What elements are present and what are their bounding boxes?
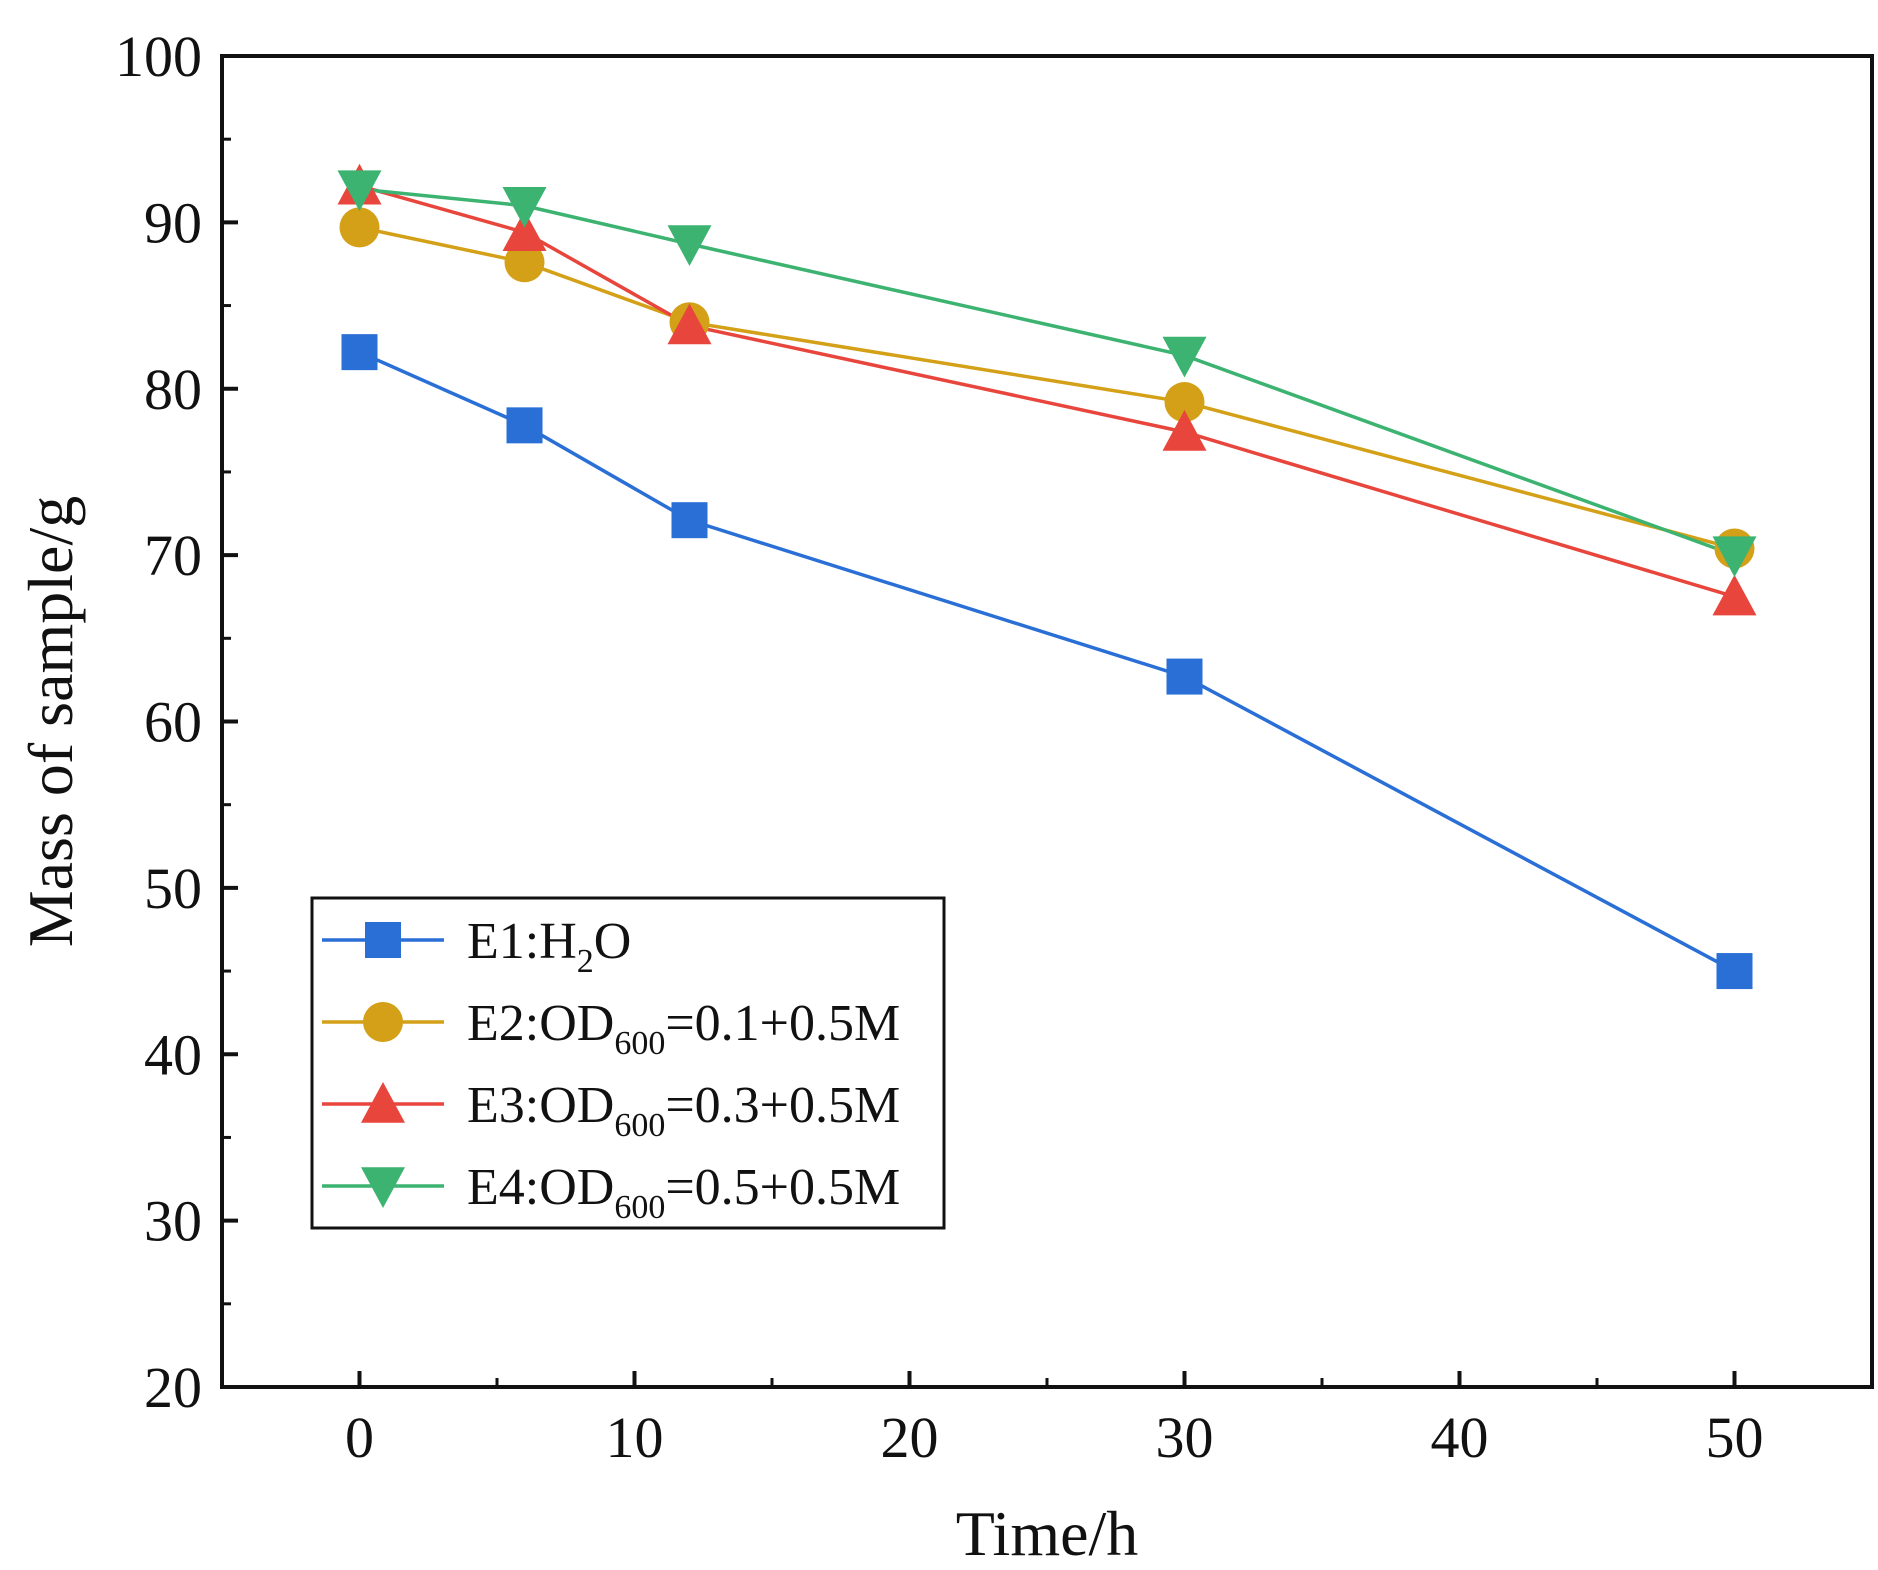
- data-point-e2: [339, 207, 380, 248]
- y-tick-label: 90: [144, 190, 202, 255]
- x-tick-label: 30: [1156, 1405, 1214, 1470]
- legend-marker-e1: [365, 922, 401, 958]
- x-axis-ticks: 0 10 20 30 40 50: [220, 1371, 1874, 1470]
- data-point-e4: [502, 187, 547, 228]
- data-point-e2: [504, 242, 545, 283]
- y-tick-label: 30: [144, 1189, 202, 1254]
- legend-label-e4: E4:OD600=0.5+0.5M: [467, 1159, 900, 1226]
- x-tick-label: 20: [881, 1405, 939, 1470]
- x-tick-label: 10: [606, 1405, 664, 1470]
- data-point-e4: [1162, 336, 1207, 378]
- data-point-e1: [1166, 658, 1203, 695]
- data-point-e1: [1716, 953, 1753, 990]
- data-point-e4: [667, 225, 712, 267]
- legend-label-e3: E3:OD600=0.3+0.5M: [467, 1077, 900, 1144]
- x-axis-title: Time/h: [956, 1498, 1139, 1569]
- data-point-e1: [671, 502, 708, 539]
- data-point-e3: [1162, 410, 1207, 451]
- y-axis-title: Mass of sample/g: [15, 496, 86, 948]
- x-tick-label: 40: [1431, 1405, 1489, 1470]
- y-tick-label: 50: [144, 856, 202, 921]
- y-tick-label: 70: [144, 523, 202, 588]
- legend: E1:H2O E2:OD600=0.1+0.5M E3:OD600=0.3+0.5M…: [310, 896, 946, 1230]
- data-point-e2: [1164, 382, 1205, 423]
- y-tick-label: 20: [144, 1355, 202, 1420]
- y-axis-ticks: 20 30 40 50 60 70 80 90 100: [115, 24, 238, 1420]
- series-markers: [337, 163, 1757, 990]
- legend-marker-e2: [363, 1002, 403, 1042]
- data-point-e1: [341, 334, 378, 371]
- data-point-e1: [506, 407, 543, 444]
- y-tick-label: 100: [115, 24, 202, 89]
- legend-box: [310, 896, 946, 1230]
- data-point-e4: [337, 170, 382, 212]
- y-tick-label: 80: [144, 357, 202, 422]
- data-point-e3: [667, 303, 712, 345]
- data-point-e3: [1712, 574, 1757, 616]
- legend-label-e2: E2:OD600=0.1+0.5M: [467, 995, 900, 1062]
- data-point-e4: [1712, 536, 1757, 578]
- x-tick-label: 0: [345, 1405, 374, 1470]
- legend-marker-e4: [361, 1167, 405, 1208]
- x-tick-label: 50: [1706, 1405, 1764, 1470]
- y-tick-label: 40: [144, 1022, 202, 1087]
- y-tick-label: 60: [144, 690, 202, 755]
- legend-label-e1: E1:H2O: [467, 913, 631, 980]
- data-point-e3: [502, 210, 547, 252]
- legend-marker-e3: [361, 1082, 405, 1123]
